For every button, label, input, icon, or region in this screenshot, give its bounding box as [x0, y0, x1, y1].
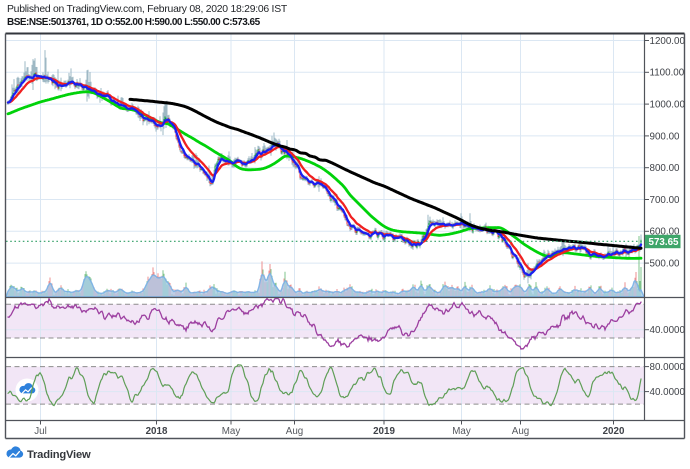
svg-text:800.00: 800.00: [650, 163, 681, 174]
svg-text:Aug: Aug: [286, 426, 303, 437]
svg-text:40.0000: 40.0000: [650, 325, 686, 336]
svg-text:May: May: [452, 426, 471, 437]
svg-text:Aug: Aug: [512, 426, 529, 437]
svg-text:1100.00: 1100.00: [650, 68, 685, 79]
svg-text:May: May: [222, 426, 241, 437]
svg-text:2018: 2018: [146, 426, 168, 437]
svg-text:1200.00: 1200.00: [650, 36, 686, 47]
svg-text:BSE:NSE:5013761, 1D O:552.00: BSE:NSE:5013761, 1D O:552.00 H:590.00 L:…: [7, 17, 261, 28]
svg-text:600.00: 600.00: [650, 227, 681, 238]
svg-text:573.65: 573.65: [649, 237, 680, 248]
svg-text:700.00: 700.00: [650, 195, 681, 206]
svg-text:2020: 2020: [603, 426, 625, 437]
svg-text:500.00: 500.00: [650, 259, 681, 270]
svg-text:2019: 2019: [373, 426, 395, 437]
svg-text:900.00: 900.00: [650, 131, 681, 142]
svg-text:TradingView: TradingView: [27, 449, 91, 461]
svg-text:80.0000: 80.0000: [650, 362, 686, 373]
svg-text:Jul: Jul: [34, 426, 47, 437]
svg-text:1000.00: 1000.00: [650, 100, 686, 111]
svg-text:Published on TradingView.com,: Published on TradingView.com, February 0…: [7, 4, 288, 15]
svg-text:40.0000: 40.0000: [650, 387, 686, 398]
